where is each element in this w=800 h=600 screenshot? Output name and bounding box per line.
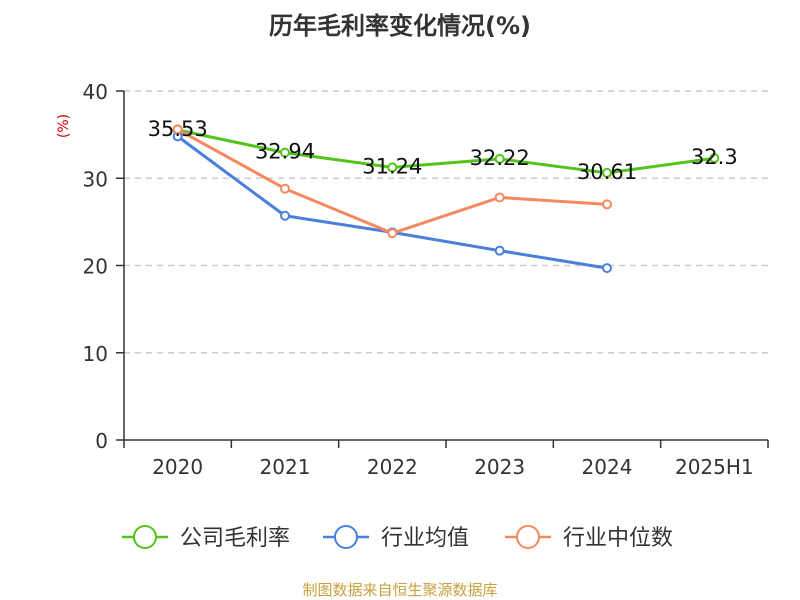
data-label: 35.53 — [148, 117, 208, 141]
data-point — [709, 153, 720, 164]
data-point — [494, 192, 505, 203]
data-point — [387, 162, 398, 173]
y-tick-label: 10 — [83, 342, 108, 366]
grid-lines — [124, 90, 768, 354]
data-point — [280, 147, 290, 158]
x-tick-label: 2022 — [367, 455, 418, 479]
legend-marker-icon — [133, 525, 157, 549]
data-point — [280, 210, 290, 221]
series-lines — [172, 124, 720, 274]
legend-item-1[interactable]: 行业均值 — [323, 525, 469, 551]
x-tick-label: 2021 — [260, 455, 311, 479]
legend-label: 行业中位数 — [563, 526, 673, 551]
y-tick-label: 40 — [83, 80, 108, 104]
data-label: 32.94 — [255, 140, 315, 164]
data-point — [172, 124, 183, 135]
data-label: 32.3 — [691, 145, 738, 169]
data-point — [602, 263, 612, 274]
data-label: 32.22 — [470, 146, 530, 170]
y-axis-label: (%) — [56, 114, 72, 138]
legend-marker-icon — [516, 525, 540, 549]
y-tick-label: 30 — [83, 167, 108, 191]
series-line-0 — [176, 128, 716, 175]
axes: 0 10 20 30 40 2020 2021 2022 2023 2024 2025H1 — [83, 80, 769, 479]
data-point — [494, 245, 505, 256]
legend-label: 行业均值 — [381, 526, 469, 551]
data-point — [602, 199, 612, 210]
data-point — [494, 153, 505, 164]
legend: 公司毛利率 行业均值 行业中位数 — [122, 525, 673, 551]
footer-source: 制图数据来自恒生聚源数据库 — [302, 581, 497, 599]
x-tick-label: 2024 — [582, 455, 633, 479]
data-label: 30.61 — [577, 160, 637, 184]
data-point — [602, 167, 612, 178]
y-tick-label: 0 — [95, 429, 108, 453]
legend-marker-icon — [334, 525, 358, 549]
data-point — [280, 183, 290, 194]
legend-item-2[interactable]: 行业中位数 — [505, 525, 673, 551]
data-labels: 35.53 32.94 31.24 32.22 30.61 32.3 — [148, 117, 738, 184]
data-point — [387, 228, 398, 239]
x-tick-label: 2025H1 — [675, 455, 754, 479]
y-tick-label: 20 — [83, 255, 108, 279]
x-tick-label: 2020 — [152, 455, 203, 479]
chart-title: 历年毛利率变化情况(%) — [269, 12, 531, 40]
legend-item-0[interactable]: 公司毛利率 — [122, 525, 290, 551]
legend-label: 公司毛利率 — [180, 526, 290, 551]
x-tick-label: 2023 — [474, 455, 525, 479]
data-label: 31.24 — [362, 154, 422, 178]
